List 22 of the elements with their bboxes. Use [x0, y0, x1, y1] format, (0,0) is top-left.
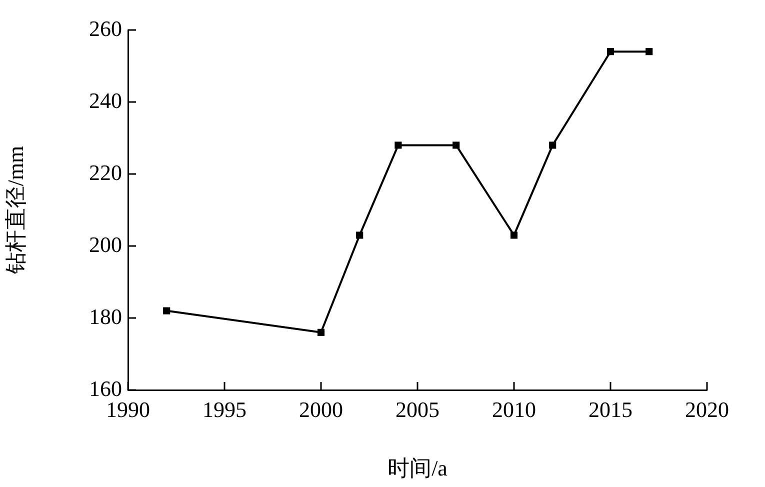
y-tick-label: 180 [89, 304, 122, 329]
y-axis-title: 钻杆直径/mm [2, 146, 28, 276]
y-tick-label: 220 [89, 160, 122, 185]
point [549, 142, 556, 149]
point [356, 232, 364, 239]
x-tick-label: 2000 [299, 396, 343, 422]
point [510, 232, 518, 239]
point [394, 142, 402, 149]
y-tick-label: 240 [89, 88, 122, 113]
x-tick-label: 2020 [685, 396, 729, 422]
x-tick-label: 2015 [588, 396, 632, 422]
x-tick-label: 1995 [202, 396, 246, 422]
x-tick-label: 2005 [396, 396, 440, 422]
x-axis-title: 时间/a [388, 456, 448, 481]
y-tick-label: 200 [89, 232, 122, 257]
point [452, 142, 460, 149]
point [163, 307, 170, 314]
point [317, 328, 325, 336]
point [606, 48, 614, 56]
x-tick-label: 2010 [492, 396, 536, 422]
y-tick-label: 260 [89, 16, 122, 41]
point [646, 48, 653, 56]
